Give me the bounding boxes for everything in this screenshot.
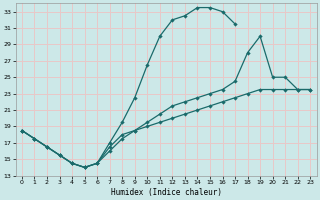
X-axis label: Humidex (Indice chaleur): Humidex (Indice chaleur)	[111, 188, 221, 197]
